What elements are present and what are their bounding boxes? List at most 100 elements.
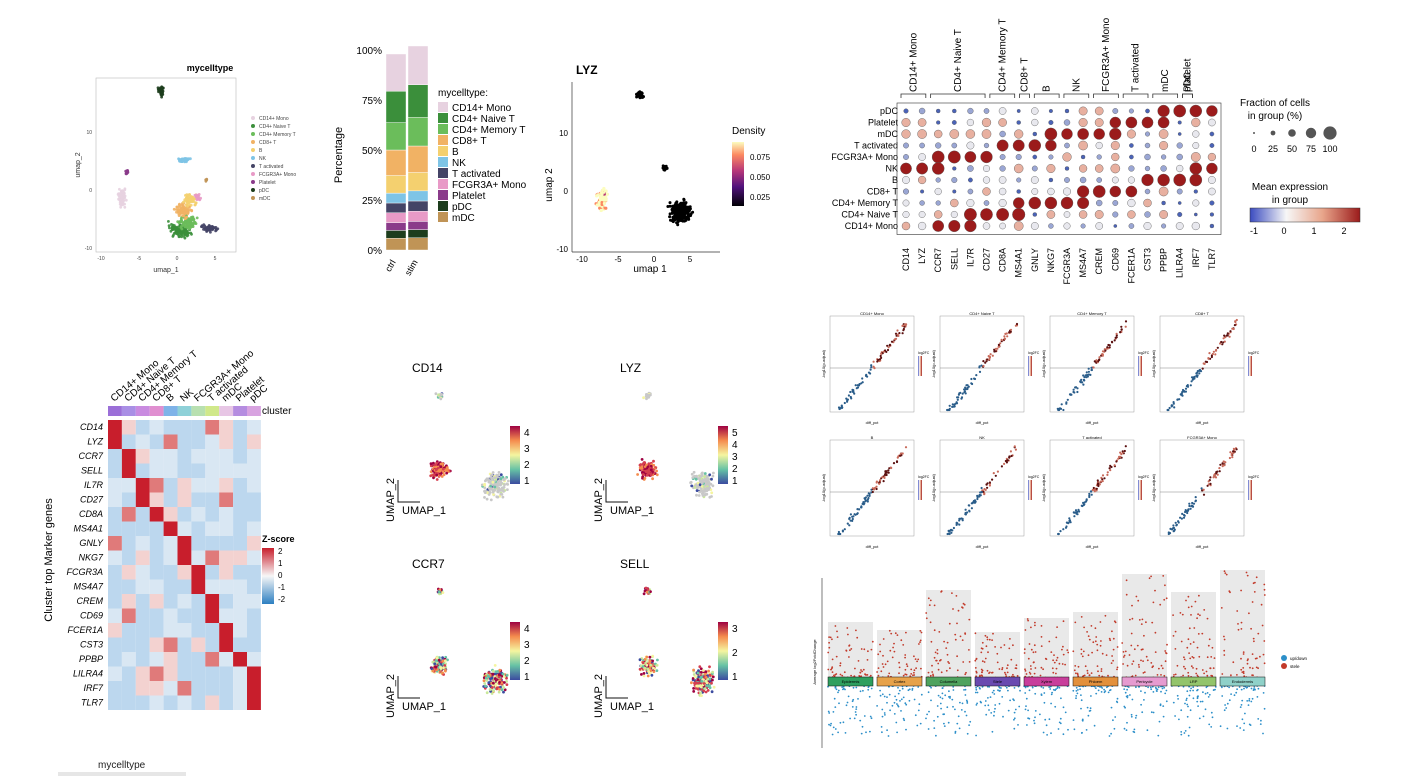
up-gene-point [889, 649, 892, 652]
heatmap-cell [205, 608, 220, 623]
down-gene-point [1165, 700, 1168, 703]
heatmap-cell [191, 463, 206, 478]
feature-cell-dot [496, 495, 500, 499]
volcano-point [989, 353, 992, 356]
down-gene-point [869, 715, 872, 718]
down-gene-point [1129, 694, 1131, 696]
cluster-annotation-cell [163, 406, 178, 416]
down-gene-point [1134, 717, 1137, 719]
volcano-point [1215, 348, 1218, 352]
heatmap-cell [163, 565, 178, 580]
up-gene-point [936, 649, 939, 651]
up-gene-point [1236, 610, 1239, 612]
feature-cell-dot [638, 658, 642, 662]
volcano-colorbar [1028, 480, 1032, 500]
volcano-point [901, 324, 904, 327]
heatmap-cell [135, 536, 150, 551]
up-gene-point [965, 671, 967, 674]
feature-cell-dot [648, 655, 652, 659]
up-gene-point [968, 649, 970, 651]
feature-cell-dot [444, 669, 447, 673]
expression-dot [966, 118, 975, 127]
row-label: CD4+ Naive T [841, 210, 898, 220]
volcano-point [973, 377, 976, 380]
volcano-point [864, 496, 867, 499]
heatmap-cell [177, 492, 192, 507]
down-gene-point [1050, 702, 1052, 705]
volcano-point [1202, 493, 1206, 496]
volcano-point [1198, 369, 1201, 372]
heatmap-cell [247, 434, 261, 449]
down-gene-point [1141, 711, 1144, 714]
volcano-point [866, 494, 869, 497]
feature-cell-dot [703, 687, 707, 690]
expression-dot [1128, 108, 1134, 114]
legend-tick-label: 2 [278, 547, 283, 556]
volcano-point [952, 526, 955, 530]
up-gene-point [1257, 667, 1259, 670]
down-gene-point [1196, 689, 1198, 692]
down-gene-point [1048, 718, 1051, 721]
volcano-point [1187, 508, 1190, 511]
feature-cell-dot [483, 482, 486, 486]
umap-cell-dot [182, 222, 186, 226]
down-gene-point [1051, 691, 1053, 694]
gene-label: CD14 [901, 248, 911, 271]
feature-cell-dot [485, 691, 489, 695]
down-gene-point [1236, 725, 1238, 727]
down-gene-point [993, 693, 996, 695]
heatmap-cell [205, 434, 220, 449]
up-gene-point [854, 667, 856, 670]
down-gene-point [1257, 718, 1260, 720]
feature-cell-dot [695, 681, 698, 685]
down-gene-point [1075, 697, 1077, 700]
up-gene-point [937, 662, 940, 665]
volcano-point [898, 332, 901, 335]
down-gene-point [968, 724, 970, 726]
volcano-point [896, 333, 899, 336]
up-gene-point [1195, 672, 1198, 675]
volcano-point [838, 532, 841, 536]
down-gene-point [1238, 686, 1241, 688]
volcano-point [862, 503, 865, 506]
up-gene-point [1080, 648, 1083, 651]
color-legend-tick: -1 [1250, 226, 1258, 236]
up-gene-point [949, 667, 951, 670]
up-gene-point [917, 658, 920, 661]
heatmap-cell [247, 492, 261, 507]
up-gene-point [1080, 616, 1083, 618]
heatmap-cell [205, 478, 220, 493]
up-gene-point [880, 670, 883, 673]
volcano-point [895, 460, 899, 463]
legend-swatch [438, 135, 448, 145]
heatmap-cell [219, 478, 234, 493]
expression-dot [1028, 139, 1042, 152]
gene-label: CCR7 [933, 248, 943, 273]
down-gene-point [1075, 686, 1078, 689]
down-gene-point [1054, 705, 1057, 708]
expression-dot [1112, 108, 1119, 114]
expression-dot [1112, 211, 1119, 218]
volcano-point [1231, 456, 1234, 459]
down-gene-point [1164, 692, 1167, 695]
up-gene-point [1028, 671, 1031, 674]
down-gene-point [1152, 711, 1155, 714]
heatmap-cell [191, 695, 206, 710]
group-bracket [900, 93, 927, 98]
down-gene-point [901, 687, 904, 690]
expression-dot [998, 176, 1007, 184]
expression-dot [901, 129, 911, 139]
expression-dot [1189, 104, 1202, 118]
up-gene-point [1236, 674, 1238, 676]
heatmap-cell [247, 695, 261, 710]
up-gene-point [1237, 628, 1240, 631]
up-gene-point [916, 660, 918, 663]
feature-cell-dot [431, 669, 435, 673]
umap-cell-dot [122, 193, 126, 197]
up-gene-point [1188, 652, 1190, 654]
volcano-point [984, 488, 987, 491]
feature-cell-dot [503, 483, 506, 487]
down-gene-point [1039, 713, 1041, 716]
volcano-point [957, 393, 960, 396]
up-gene-point [1251, 674, 1253, 676]
